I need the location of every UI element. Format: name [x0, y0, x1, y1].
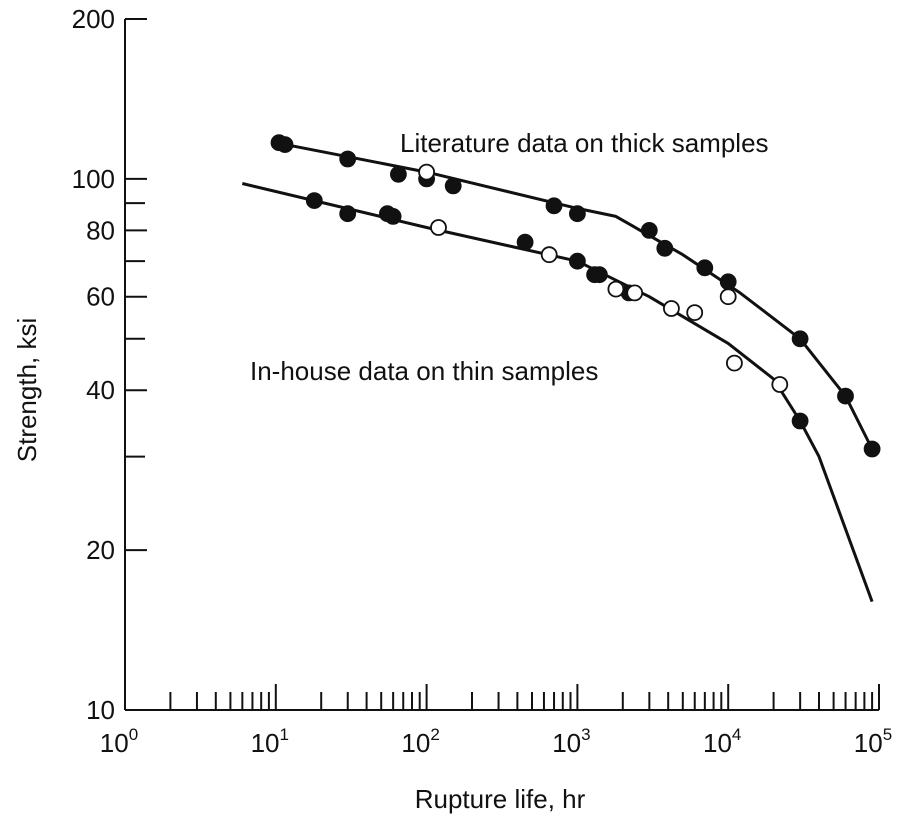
y-tick-label: 10 — [86, 695, 115, 725]
open-point-thin — [771, 376, 789, 393]
y-tick-label: 80 — [86, 215, 115, 245]
filled-point-thin — [591, 266, 608, 284]
filled-point-thick — [863, 440, 881, 458]
open-point-thin — [626, 284, 644, 302]
x-axis: 100 101 102 103 104 105 — [100, 684, 892, 758]
y-tick-label: 200 — [72, 4, 115, 34]
filled-point-thin — [339, 205, 357, 223]
x-axis-title: Rupture life, hr — [415, 784, 586, 814]
x-tick-label: 102 — [401, 725, 439, 758]
open-point-thin — [726, 354, 743, 372]
y-tick-label: 100 — [72, 164, 115, 194]
open-point-thin — [719, 288, 737, 306]
filled-point-thick — [656, 239, 674, 257]
filled-point-thick — [389, 165, 407, 183]
filled-point-thick — [640, 221, 658, 239]
filled-point-thin — [791, 412, 809, 430]
x-tick-label: 105 — [854, 725, 892, 758]
filled-point-thin — [569, 252, 586, 270]
y-axis-title: Strength, ksi — [12, 318, 42, 463]
data-points — [270, 134, 881, 458]
filled-point-thick — [444, 177, 462, 195]
filled-point-thick — [545, 197, 563, 215]
open-point-thin — [540, 246, 558, 264]
trend-curves — [241, 141, 874, 603]
trend-line-thick — [275, 141, 874, 450]
filled-point-thick — [791, 330, 809, 348]
filled-point-thick — [569, 205, 586, 223]
x-ticks: 100 101 102 103 104 105 — [100, 684, 892, 758]
filled-point-thin — [516, 233, 534, 251]
filled-point-thick — [837, 387, 854, 405]
x-tick-label: 101 — [251, 725, 289, 758]
trend-line-thin — [241, 182, 874, 603]
y-tick-label: 20 — [86, 535, 115, 565]
x-tick-label: 100 — [100, 725, 138, 758]
filled-point-thick — [276, 136, 294, 154]
y-tick-label: 60 — [86, 282, 115, 312]
annotation-thick-samples: Literature data on thick samples — [400, 128, 769, 158]
y-axis: 200 100 80 60 40 20 10 — [72, 4, 147, 725]
open-point-thin — [430, 219, 447, 236]
open-point-thin — [607, 280, 625, 298]
annotation-thin-samples: In-house data on thin samples — [250, 356, 598, 386]
filled-point-thin — [384, 207, 402, 225]
open-point-thick — [418, 163, 436, 181]
open-point-thin — [663, 300, 680, 317]
filled-point-thick — [719, 273, 737, 291]
y-ticks: 200 100 80 60 40 20 10 — [72, 4, 147, 725]
open-point-thin — [686, 304, 704, 322]
filled-point-thin — [305, 192, 323, 210]
filled-point-thick — [696, 259, 714, 277]
x-tick-label: 103 — [552, 725, 590, 758]
y-tick-label: 40 — [86, 375, 115, 405]
filled-point-thick — [339, 150, 357, 168]
x-tick-label: 104 — [703, 725, 741, 758]
